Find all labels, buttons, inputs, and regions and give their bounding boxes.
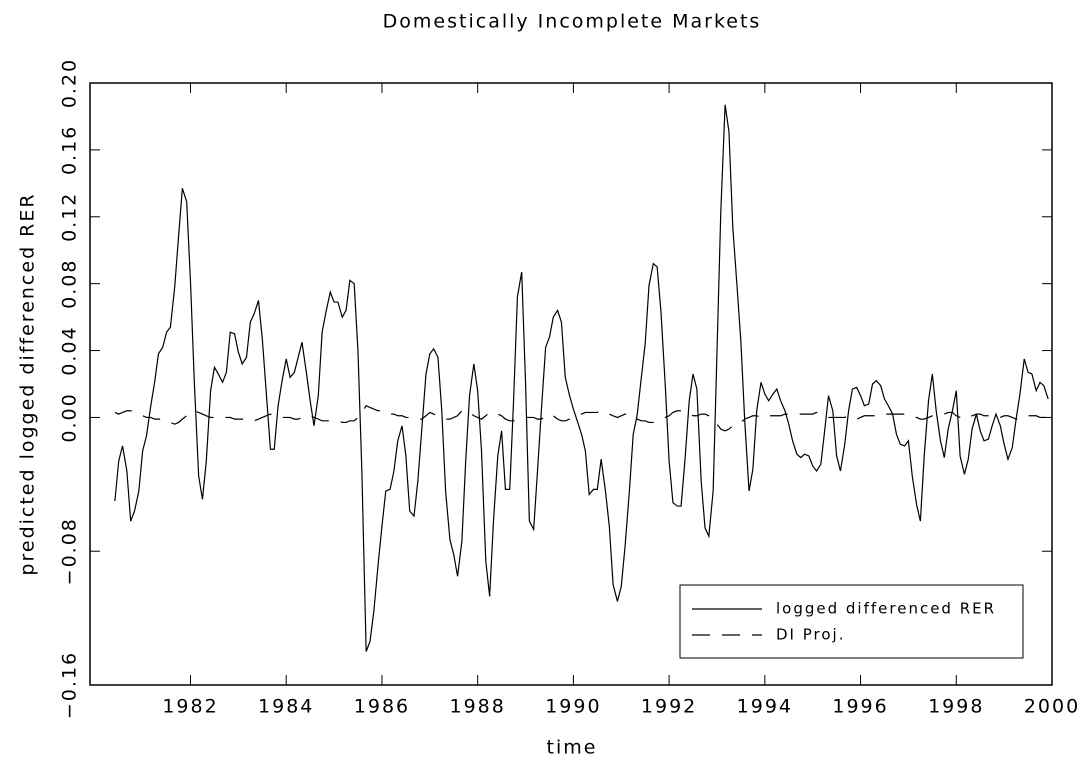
y-tick-label: 0.12 xyxy=(59,192,81,242)
y-tick-label: 0.04 xyxy=(59,325,81,375)
legend-label: DI Proj. xyxy=(776,626,845,644)
x-tick-label: 1998 xyxy=(928,696,984,718)
x-tick-label: 1984 xyxy=(258,696,314,718)
x-tick-label: 1992 xyxy=(641,696,697,718)
series-line xyxy=(114,104,1049,652)
y-tick-label: 0.08 xyxy=(59,259,81,309)
y-axis-label: predicted logged differenced RER xyxy=(17,192,39,575)
chart-title: Domestically Incomplete Markets xyxy=(383,11,762,33)
x-tick-label: 2000 xyxy=(1024,696,1080,718)
x-axis-label: time xyxy=(547,737,598,759)
y-tick-label: 0.20 xyxy=(59,58,81,108)
legend-box xyxy=(679,584,1024,659)
series-line xyxy=(114,404,1049,432)
x-tick-label: 1986 xyxy=(354,696,410,718)
y-tick-label: −0.08 xyxy=(59,517,81,585)
x-tick-label: 1988 xyxy=(449,696,505,718)
plot-frame xyxy=(89,82,1053,686)
x-tick-label: 1996 xyxy=(832,696,888,718)
legend-label: logged differenced RER xyxy=(776,600,996,618)
y-tick-label: −0.16 xyxy=(59,651,81,719)
y-tick-label: 0.00 xyxy=(59,392,81,442)
x-tick-label: 1994 xyxy=(737,696,793,718)
x-tick-label: 1982 xyxy=(162,696,218,718)
x-tick-label: 1990 xyxy=(545,696,601,718)
y-tick-label: 0.16 xyxy=(59,125,81,175)
